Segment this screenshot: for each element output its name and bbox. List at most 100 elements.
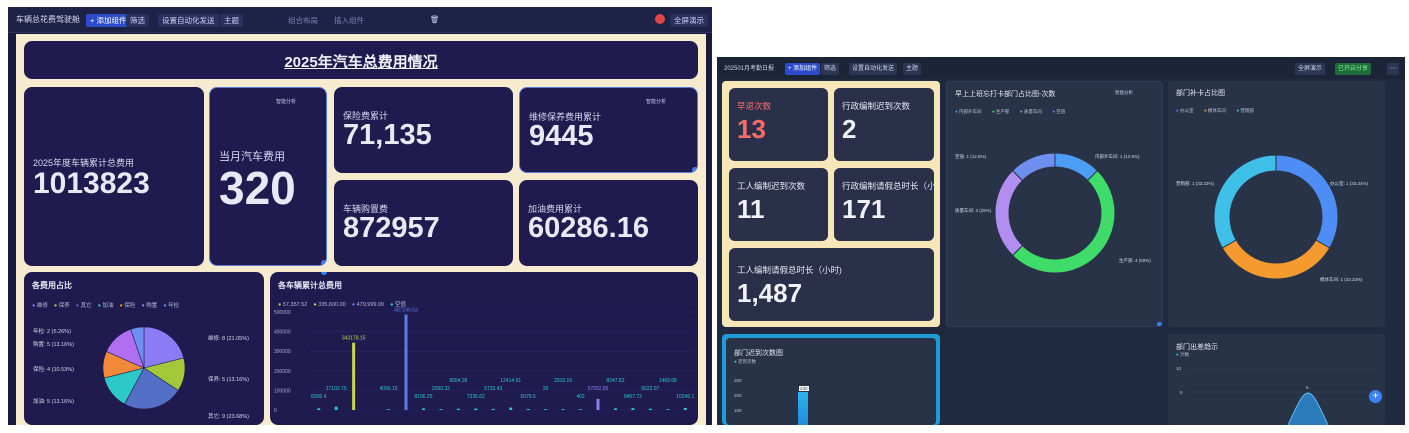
bar[interactable] (579, 409, 583, 410)
maintenance-card[interactable]: 智能分析 维修保养费用累计 9445 (519, 87, 698, 173)
kpi-card[interactable]: 行政编制请假总时长（小... 171 (834, 168, 934, 241)
kpi-card[interactable]: 早退次数 13 (729, 88, 828, 161)
attendance-title[interactable]: 202501月考勤日报 (724, 66, 775, 72)
bar[interactable] (404, 314, 408, 410)
bar-legend-item[interactable]: ● 空值 (390, 302, 406, 308)
bar-legend-item[interactable]: ● 335,600.00 (313, 302, 346, 308)
y-tick-label: 100000 (274, 388, 291, 394)
bar[interactable] (352, 342, 356, 410)
donut1-segment[interactable] (1011, 152, 1056, 182)
pie-label: 加油: 5 (13.16%) (33, 399, 74, 405)
filter-button[interactable]: 筛选 (126, 14, 149, 27)
bar-legend-item[interactable]: ● 57,357.52 (278, 302, 308, 308)
bar[interactable] (491, 408, 495, 410)
pie-legend-item[interactable]: ● 保险 (119, 303, 136, 309)
theme-button[interactable]: 主题 (220, 14, 243, 27)
smart-analysis-button-3[interactable]: 智能分析 (1115, 90, 1133, 95)
fullscreen-button-2[interactable]: 全屏演示 (1295, 63, 1326, 75)
bar[interactable] (526, 409, 530, 410)
donut2-segment[interactable] (1275, 154, 1339, 249)
resize-handle-4[interactable] (1157, 322, 1162, 326)
pie-chart[interactable] (24, 272, 264, 425)
pie-chart-card[interactable]: 各费用占比 ● 维修 ● 保养 ● 其它 ● 加油 ● 保险 ● 购置 ● 年检 年检: 2… (24, 272, 264, 425)
pie-legend-item[interactable]: ● 加油 (97, 303, 114, 309)
bar-value-label: 5078.5 (521, 394, 537, 400)
dashboard-title[interactable]: 车辆总花费驾驶舱 (16, 15, 80, 24)
bar[interactable] (334, 406, 338, 410)
bar[interactable] (683, 407, 687, 410)
bar[interactable] (666, 409, 670, 410)
smart-analysis-button[interactable]: 智能分析 (276, 99, 297, 105)
late-bar[interactable] (798, 392, 808, 425)
trend-title: 部门出差趋示 (1176, 344, 1218, 351)
kpi-card[interactable]: 工人编制迟到次数 11 (729, 168, 828, 241)
pie-slice[interactable] (130, 326, 145, 369)
purchase-card[interactable]: 车辆购置费 872957 (334, 180, 513, 266)
trash-icon[interactable]: 🗑 (430, 15, 440, 24)
pie-legend-item[interactable]: ● 年检 (163, 303, 180, 309)
donut-panel-1[interactable]: 早上上班忘打卡部门占比图-次数 智能分析 ● 内部外车间 ● 生产部 ● 质量车… (946, 81, 1163, 327)
bar-chart-title: 各车辆累计总费用 (278, 281, 342, 290)
bar-chart[interactable]: 500000 400000 300000 200000 100000 0 8306.4 · 17… (270, 272, 698, 425)
x-tick-mark: · (353, 418, 354, 423)
bar[interactable] (561, 409, 565, 410)
add-fab-button[interactable]: + (1369, 390, 1382, 403)
bar[interactable] (648, 408, 652, 410)
pie-legend-item[interactable]: ● 其它 (75, 303, 92, 309)
bar[interactable] (456, 408, 460, 410)
bar-legend-item[interactable]: ● 479,999.00 (351, 302, 385, 308)
auto-send-button[interactable]: 设置自动化发送 (158, 14, 219, 27)
auto-send-button-2[interactable]: 设置自动化发送 (849, 63, 898, 75)
smart-analysis-button-2[interactable]: 智能分析 (646, 99, 667, 105)
resize-handle[interactable] (321, 260, 326, 265)
share-button[interactable]: 已开启分享 (1335, 63, 1372, 75)
resize-handle-3[interactable] (321, 272, 327, 275)
fuel-card[interactable]: 加油费用累计 60286.16 (519, 180, 698, 266)
bar-chart-card[interactable]: 各车辆累计总费用 ● 57,357.52 ● 335,600.00 ● 479,99… (270, 272, 698, 425)
donut2-segment[interactable] (1221, 239, 1331, 280)
donut1-segment[interactable] (994, 169, 1024, 257)
pie-legend-item[interactable]: ● 维修 (32, 303, 48, 309)
donut1-segment[interactable] (1011, 169, 1116, 274)
bar[interactable] (421, 408, 425, 410)
donut-chart-2[interactable] (1168, 81, 1385, 327)
bar[interactable] (474, 408, 478, 410)
insurance-card[interactable]: 保险费累计 71,135 (334, 87, 513, 173)
pie-slice[interactable] (124, 367, 179, 410)
insert-component-button[interactable]: 插入组件 (334, 16, 364, 25)
bar[interactable] (631, 408, 635, 410)
bar[interactable] (613, 408, 617, 410)
group-layout-button[interactable]: 组合布局 (288, 16, 318, 25)
donut-chart-1[interactable] (947, 82, 1163, 327)
bar-value-label: 8106.25 (414, 394, 432, 400)
record-icon[interactable] (655, 14, 665, 24)
month-cost-card[interactable]: 智能分析 当月汽车费用 320 (209, 87, 327, 266)
bar[interactable] (544, 409, 548, 410)
bar[interactable] (317, 408, 321, 410)
trend-area-chart[interactable] (1168, 334, 1385, 425)
add-component-button[interactable]: + 添加组件 (86, 14, 131, 27)
bar[interactable] (439, 409, 443, 410)
pie-legend-item[interactable]: ● 保养 (53, 303, 70, 309)
total-cost-card[interactable]: 2025年度车辆累计总费用 1013823 (24, 87, 204, 266)
pie-slice[interactable] (143, 326, 185, 369)
trend-panel[interactable]: 部门出差趋示 ● 计数 10 5 6 + (1168, 334, 1385, 425)
add-component-button-2[interactable]: + 添加组件 (785, 63, 821, 75)
kpi-card-wide[interactable]: 工人编制请假总时长（小时) 1,487 (729, 248, 934, 321)
filter-button-2[interactable]: 筛选 (821, 63, 840, 75)
banner-card: 2025年汽车总费用情况 (24, 41, 698, 79)
donut-panel-2[interactable]: 部门补卡占比图 ● 办公室 ● 模体车间 ● 营销部 办公室: 1 (33.34… (1168, 81, 1385, 327)
bar[interactable] (596, 398, 600, 410)
donut2-segment[interactable] (1213, 154, 1277, 249)
resize-handle-2[interactable] (692, 167, 697, 172)
late-panel[interactable]: 部门迟到次数图 ● 迟到次数 250 200 150 240 (726, 338, 936, 425)
donut2-label: 营销部: 1 (33.33%) (1176, 181, 1215, 186)
more-icon[interactable]: ⋯ (1387, 63, 1399, 75)
trend-area (1288, 393, 1328, 425)
kpi-card[interactable]: 行政编制迟到次数 2 (834, 88, 934, 161)
pie-legend-item[interactable]: ● 购置 (141, 303, 158, 309)
bar[interactable] (387, 409, 391, 410)
bar[interactable] (509, 407, 513, 410)
fullscreen-button[interactable]: 全屏演示 (670, 14, 708, 27)
theme-button-2[interactable]: 主题 (903, 63, 922, 75)
